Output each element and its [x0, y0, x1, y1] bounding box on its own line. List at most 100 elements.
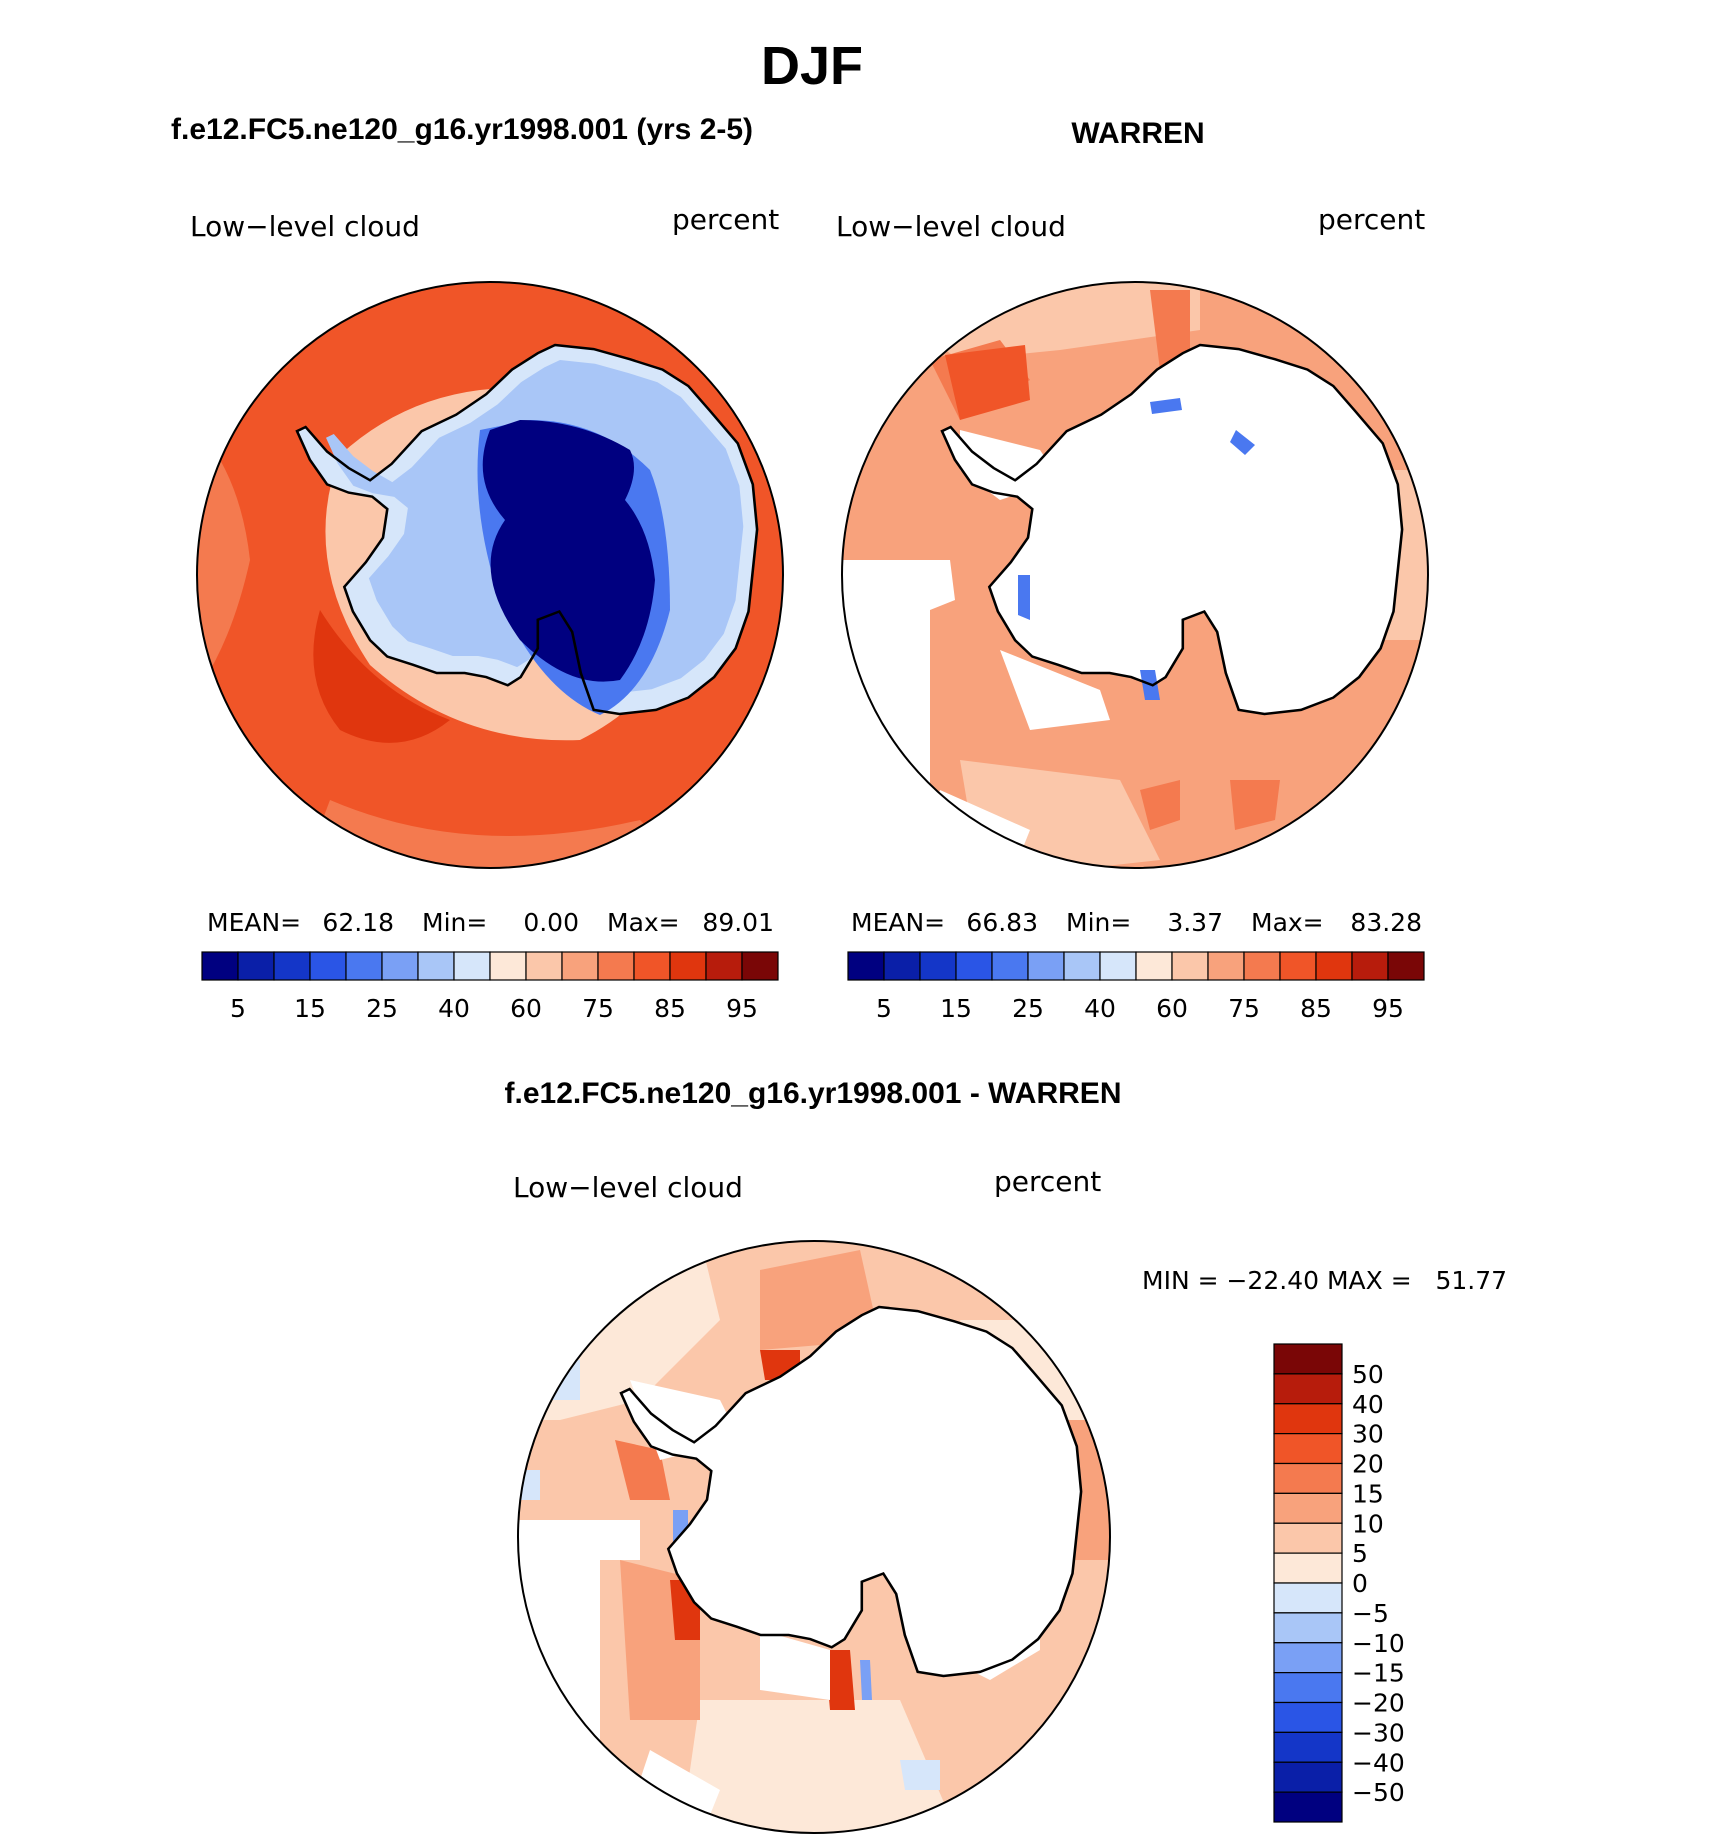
- colorbar-swatch: [1279, 951, 1317, 981]
- colorbar-swatch: [309, 951, 347, 981]
- model-cloud-field: [197, 282, 783, 868]
- colorbar-swatch: [1063, 951, 1101, 981]
- stat-min-label: Min=: [1066, 908, 1131, 937]
- stat-min-label: Min=: [422, 908, 487, 937]
- stat-max-label: Max=: [607, 908, 680, 937]
- map-boundary: [841, 281, 1429, 869]
- panel-3-title: f.e12.FC5.ne120_g16.yr1998.001 - WARREN: [505, 1077, 1122, 1110]
- stat-min-value: 3.37: [1167, 908, 1223, 937]
- colorbar-tick-label: 15: [1352, 1479, 1384, 1508]
- colorbar-swatch: [453, 951, 491, 981]
- colorbar-swatch: [669, 951, 707, 981]
- colorbar-swatch: [1273, 1522, 1343, 1554]
- colorbar-tick-label: 85: [1300, 994, 1332, 1023]
- stat-min-value: 0.00: [523, 908, 579, 937]
- colorbar-swatch: [273, 951, 311, 981]
- colorbar-tick-label: 25: [1012, 994, 1044, 1023]
- colorbar-tick-label: 10: [1352, 1509, 1384, 1538]
- colorbar-swatch: [741, 951, 779, 981]
- colorbar-swatch: [1351, 951, 1389, 981]
- colorbar-panel-2: 5 15 25 40 60 75 85 95: [847, 951, 1425, 1023]
- colorbar-tick-label: 30: [1352, 1420, 1384, 1449]
- panel-1-variable: Low−level cloud: [190, 210, 420, 243]
- colorbar-swatch: [1273, 1761, 1343, 1793]
- colorbar-swatch: [1315, 951, 1353, 981]
- colorbar-swatch: [1273, 1791, 1343, 1823]
- colorbar-swatch: [705, 951, 743, 981]
- panel-3-units: percent: [994, 1165, 1101, 1198]
- colorbar-tick-label: 5: [230, 994, 246, 1023]
- colorbar-swatch: [345, 951, 383, 981]
- colorbar-swatch: [1243, 951, 1281, 981]
- colorbar-swatch: [201, 951, 239, 981]
- panel-2-stats: MEAN= 66.83 Min= 3.37 Max= 83.28: [851, 908, 1422, 937]
- colorbar-tick-label: 85: [654, 994, 686, 1023]
- colorbar-swatch: [1171, 951, 1209, 981]
- colorbar-tick-label: 50: [1352, 1360, 1384, 1389]
- colorbar-swatch: [1273, 1582, 1343, 1614]
- colorbar-swatch: [1273, 1433, 1343, 1465]
- panel-2-units: percent: [1318, 203, 1425, 236]
- colorbar-swatch: [1273, 1552, 1343, 1584]
- colorbar-tick-label: 40: [438, 994, 470, 1023]
- colorbar-tick-label: −40: [1352, 1748, 1405, 1777]
- colorbar-tick-label: 5: [1352, 1539, 1368, 1568]
- colorbar-swatch: [1099, 951, 1137, 981]
- colorbar-tick-label: 15: [294, 994, 326, 1023]
- colorbar-swatch: [1273, 1642, 1343, 1674]
- colorbar-tick-label: 60: [1156, 994, 1188, 1023]
- panel-2-title: WARREN: [1071, 117, 1204, 150]
- colorbar-swatch: [1027, 951, 1065, 981]
- stat-max-value: 89.01: [702, 908, 774, 937]
- diff-cloud-field: [518, 1241, 1110, 1833]
- colorbar-swatch: [955, 951, 993, 981]
- panel-1-title: f.e12.FC5.ne120_g16.yr1998.001 (yrs 2-5): [171, 113, 753, 146]
- colorbar-panel-1: 5 15 25 40 60 75 85 95: [201, 951, 779, 1023]
- colorbar-tick-label: 5: [876, 994, 892, 1023]
- map-panel-2: [835, 275, 1440, 869]
- colorbar-tick-label: −20: [1352, 1689, 1405, 1718]
- colorbar-swatch: [1273, 1492, 1343, 1524]
- colorbar-swatch: [1273, 1612, 1343, 1644]
- colorbar-swatch: [883, 951, 921, 981]
- panel-2-variable: Low−level cloud: [836, 210, 1066, 243]
- stat-max-value: 83.28: [1350, 908, 1422, 937]
- colorbar-tick-label: −15: [1352, 1659, 1405, 1688]
- colorbar-swatch: [1387, 951, 1425, 981]
- colorbar-swatch: [1273, 1672, 1343, 1704]
- colorbar-swatch: [633, 951, 671, 981]
- colorbar-swatch: [489, 951, 527, 981]
- colorbar-tick-label: 60: [510, 994, 542, 1023]
- map-boundary: [517, 1240, 1111, 1834]
- colorbar-tick-label: 75: [1228, 994, 1260, 1023]
- colorbar-swatch: [991, 951, 1029, 981]
- colorbar-swatch: [381, 951, 419, 981]
- colorbar-swatch: [1273, 1462, 1343, 1494]
- colorbar-tick-label: −50: [1352, 1778, 1405, 1807]
- colorbar-swatch: [597, 951, 635, 981]
- colorbar-tick-label: −10: [1352, 1629, 1405, 1658]
- colorbar-swatch: [847, 951, 885, 981]
- colorbar-swatch: [417, 951, 455, 981]
- panel-3-variable: Low−level cloud: [513, 1171, 743, 1204]
- panel-1-units: percent: [672, 203, 779, 236]
- colorbar-swatch: [525, 951, 563, 981]
- obs-cloud-field: [842, 282, 1428, 868]
- map-boundary: [196, 281, 784, 869]
- stat-mean-label: MEAN=: [207, 908, 301, 937]
- colorbar-tick-label: 40: [1084, 994, 1116, 1023]
- stat-mean-value: 66.83: [966, 908, 1038, 937]
- colorbar-swatch: [1135, 951, 1173, 981]
- colorbar-tick-label: 75: [582, 994, 614, 1023]
- colorbar-tick-label: 95: [726, 994, 758, 1023]
- colorbar-swatch: [1207, 951, 1245, 981]
- stat-mean-value: 62.18: [322, 908, 394, 937]
- colorbar-swatch: [919, 951, 957, 981]
- panel-1-stats: MEAN= 62.18 Min= 0.00 Max= 89.01: [207, 908, 774, 937]
- stat-mean-label: MEAN=: [851, 908, 945, 937]
- colorbar-tick-label: 0: [1352, 1569, 1368, 1598]
- colorbar-swatch: [1273, 1701, 1343, 1733]
- colorbar-swatch: [237, 951, 275, 981]
